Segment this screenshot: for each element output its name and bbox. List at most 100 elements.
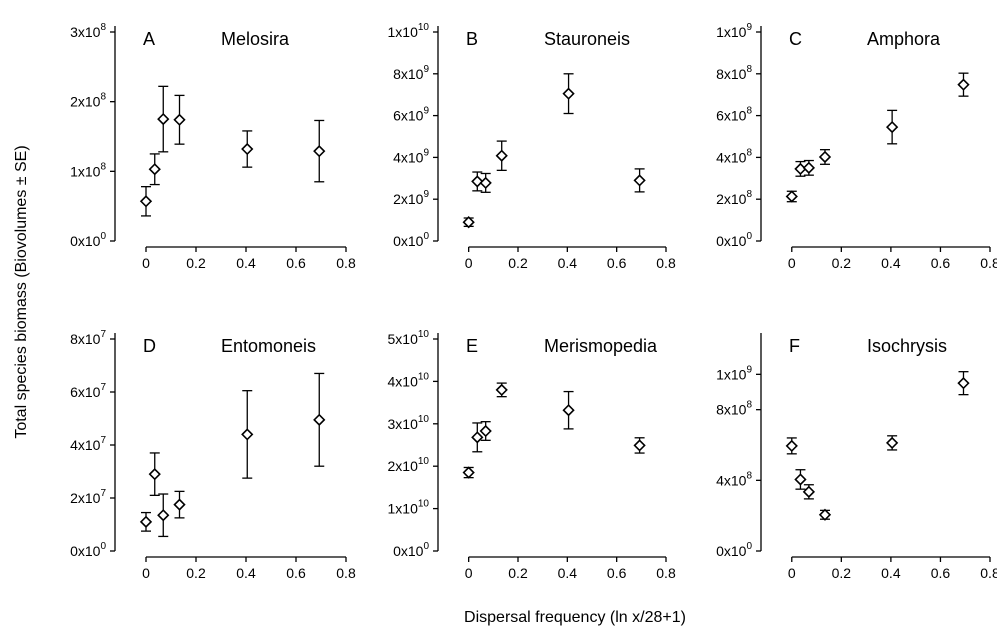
data-point — [495, 149, 508, 162]
x-tick-label: 0.6 — [607, 255, 627, 271]
x-tick-label: 0.4 — [881, 565, 901, 581]
panel-b: 0x100 2x109 4x109 6x109 8x109 1x1010 0 0.2 0.4 0.… — [388, 22, 676, 271]
y-tick-label: 0x100 — [70, 231, 106, 249]
y-tick-label: 2x108 — [70, 92, 106, 110]
data-point — [802, 485, 816, 498]
x-tick-label: 0.2 — [832, 565, 852, 581]
data-point — [471, 431, 484, 444]
data-point — [148, 163, 161, 176]
y-tick-label: 1x108 — [70, 161, 106, 179]
x-tick-label: 0 — [465, 565, 473, 581]
data-point — [241, 428, 254, 441]
x-tick-label: 0.8 — [336, 255, 356, 271]
data-point — [785, 439, 798, 453]
x-tick-label: 0.2 — [186, 565, 206, 581]
figure-y-axis-label: Total species biomass (Biovolumes ± SE) — [13, 145, 30, 438]
y-tick-label: 3x1010 — [388, 414, 430, 432]
panel-letter: E — [466, 336, 478, 356]
x-tick-label: 0.2 — [186, 255, 206, 271]
data-point — [157, 509, 170, 522]
panels: 0x100 1x108 2x108 3x108 0 0.2 0.4 0.6 0.8 A Melosi… — [70, 22, 997, 581]
data-point — [957, 377, 970, 390]
data-point — [462, 216, 475, 229]
x-tick-label: 0.6 — [931, 565, 951, 581]
y-tick-label: 5x1010 — [388, 329, 430, 347]
data-point — [139, 195, 153, 208]
x-tick-label: 0.2 — [508, 255, 528, 271]
data-point — [495, 383, 508, 397]
panel-letter: A — [143, 29, 155, 49]
panel-f: 0x100 4x108 8x108 1x109 0 0.2 0.4 0.6 0.8 F Isochr… — [716, 333, 997, 581]
y-tick-label: 8x108 — [716, 400, 752, 418]
x-tick-label: 0 — [788, 255, 796, 271]
x-tick-label: 0.6 — [931, 255, 951, 271]
x-tick-label: 0 — [142, 565, 150, 581]
panel-d: 0x100 2x107 4x107 6x107 8x107 0 0.2 0.4 0.6 0.8 D E… — [70, 329, 356, 581]
x-tick-label: 0.6 — [607, 565, 627, 581]
panel-a: 0x100 1x108 2x108 3x108 0 0.2 0.4 0.6 0.8 A Melosi… — [70, 22, 356, 271]
panel-title: Amphora — [867, 29, 941, 49]
panel-title: Entomoneis — [221, 336, 316, 356]
y-tick-label: 4x1010 — [388, 371, 430, 389]
y-tick-label: 4x108 — [716, 470, 752, 488]
data-point — [957, 78, 970, 91]
data-point — [157, 112, 170, 126]
x-tick-label: 0.4 — [558, 255, 578, 271]
y-tick-label: 2x1010 — [388, 456, 430, 474]
data-point — [885, 120, 899, 134]
x-tick-label: 0 — [788, 565, 796, 581]
data-point — [139, 515, 153, 528]
data-point — [479, 176, 492, 190]
y-tick-label: 0x100 — [393, 541, 429, 559]
data-point — [241, 142, 254, 156]
x-tick-label: 0.4 — [881, 255, 901, 271]
panel-letter: D — [143, 336, 156, 356]
x-tick-label: 0.8 — [656, 255, 676, 271]
x-tick-label: 0.2 — [508, 565, 528, 581]
panel-letter: B — [466, 29, 478, 49]
y-tick-label: 2x109 — [393, 189, 429, 207]
panel-letter: F — [789, 336, 800, 356]
data-point — [173, 498, 186, 511]
x-tick-label: 0.2 — [832, 255, 852, 271]
x-tick-label: 0.8 — [980, 255, 997, 271]
data-point — [885, 436, 899, 450]
y-tick-label: 6x107 — [70, 382, 106, 400]
x-tick-label: 0.4 — [558, 565, 578, 581]
x-tick-label: 0.8 — [980, 565, 997, 581]
y-tick-label: 2x108 — [716, 189, 752, 207]
panel-title: Isochrysis — [867, 336, 947, 356]
data-point — [818, 508, 832, 521]
panel-title: Stauroneis — [544, 29, 630, 49]
x-tick-label: 0.8 — [336, 565, 356, 581]
y-tick-label: 4x108 — [716, 147, 752, 165]
y-tick-label: 8x108 — [716, 64, 752, 82]
x-tick-label: 0.4 — [236, 255, 256, 271]
x-tick-label: 0.4 — [236, 565, 256, 581]
data-point — [479, 424, 492, 438]
y-tick-label: 2x107 — [70, 488, 106, 506]
y-tick-label: 3x108 — [70, 22, 106, 40]
x-tick-label: 0.6 — [286, 565, 306, 581]
data-point — [633, 174, 646, 187]
panel-e: 0x100 1x1010 2x1010 3x1010 4x1010 5x1010 0 0.2 0… — [388, 329, 676, 581]
y-tick-label: 0x100 — [716, 541, 752, 559]
y-tick-label: 4x107 — [70, 435, 106, 453]
data-point — [562, 87, 575, 100]
y-tick-label: 6x109 — [393, 106, 429, 124]
data-point — [785, 190, 798, 203]
data-point — [794, 473, 807, 486]
data-point — [471, 175, 484, 188]
x-tick-label: 0 — [142, 255, 150, 271]
x-tick-label: 0.8 — [656, 565, 676, 581]
data-point — [148, 468, 161, 481]
y-tick-label: 1x1010 — [388, 499, 430, 517]
data-point — [633, 439, 646, 452]
data-point — [313, 144, 326, 158]
data-point — [818, 150, 832, 164]
y-tick-label: 8x109 — [393, 64, 429, 82]
panel-c: 0x100 2x108 4x108 6x108 8x108 1x109 0 0.2 0.4 0.6… — [716, 22, 997, 271]
panel-title: Melosira — [221, 29, 290, 49]
figure-x-axis-label: Dispersal frequency (ln x/28+1) — [464, 609, 686, 626]
